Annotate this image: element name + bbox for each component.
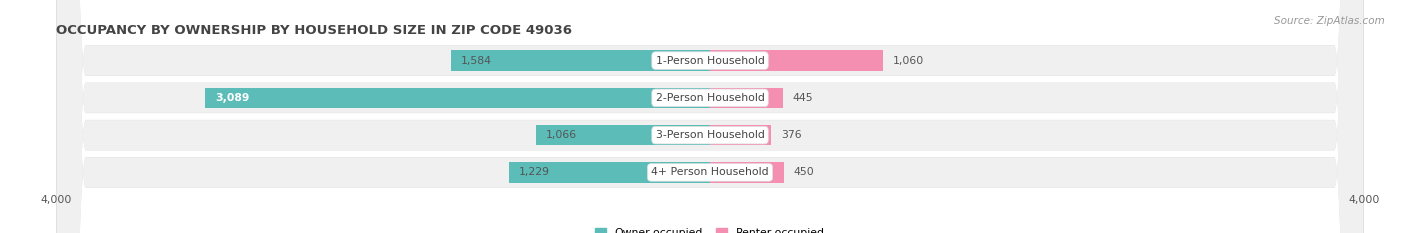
Text: 3-Person Household: 3-Person Household [655,130,765,140]
Text: 1-Person Household: 1-Person Household [655,56,765,65]
Text: 450: 450 [793,168,814,177]
FancyBboxPatch shape [56,0,1364,233]
FancyBboxPatch shape [56,0,1364,233]
Bar [710,125,772,145]
Bar [710,88,783,108]
FancyBboxPatch shape [58,0,1362,233]
FancyBboxPatch shape [58,0,1362,233]
Text: Source: ZipAtlas.com: Source: ZipAtlas.com [1274,16,1385,26]
Bar [710,50,883,71]
Bar [205,88,710,108]
Text: OCCUPANCY BY OWNERSHIP BY HOUSEHOLD SIZE IN ZIP CODE 49036: OCCUPANCY BY OWNERSHIP BY HOUSEHOLD SIZE… [56,24,572,37]
Text: 376: 376 [782,130,801,140]
Text: 1,066: 1,066 [546,130,576,140]
Text: 1,229: 1,229 [519,168,550,177]
Bar [710,162,783,183]
Bar [509,162,710,183]
Text: 4+ Person Household: 4+ Person Household [651,168,769,177]
Text: 2-Person Household: 2-Person Household [655,93,765,103]
Text: 445: 445 [793,93,813,103]
Bar [451,50,710,71]
FancyBboxPatch shape [56,0,1364,233]
FancyBboxPatch shape [58,0,1362,233]
Text: 1,060: 1,060 [893,56,924,65]
Text: 3,089: 3,089 [215,93,249,103]
Bar [536,125,710,145]
FancyBboxPatch shape [58,0,1362,233]
Legend: Owner-occupied, Renter-occupied: Owner-occupied, Renter-occupied [591,223,830,233]
Text: 1,584: 1,584 [461,56,492,65]
FancyBboxPatch shape [56,0,1364,233]
